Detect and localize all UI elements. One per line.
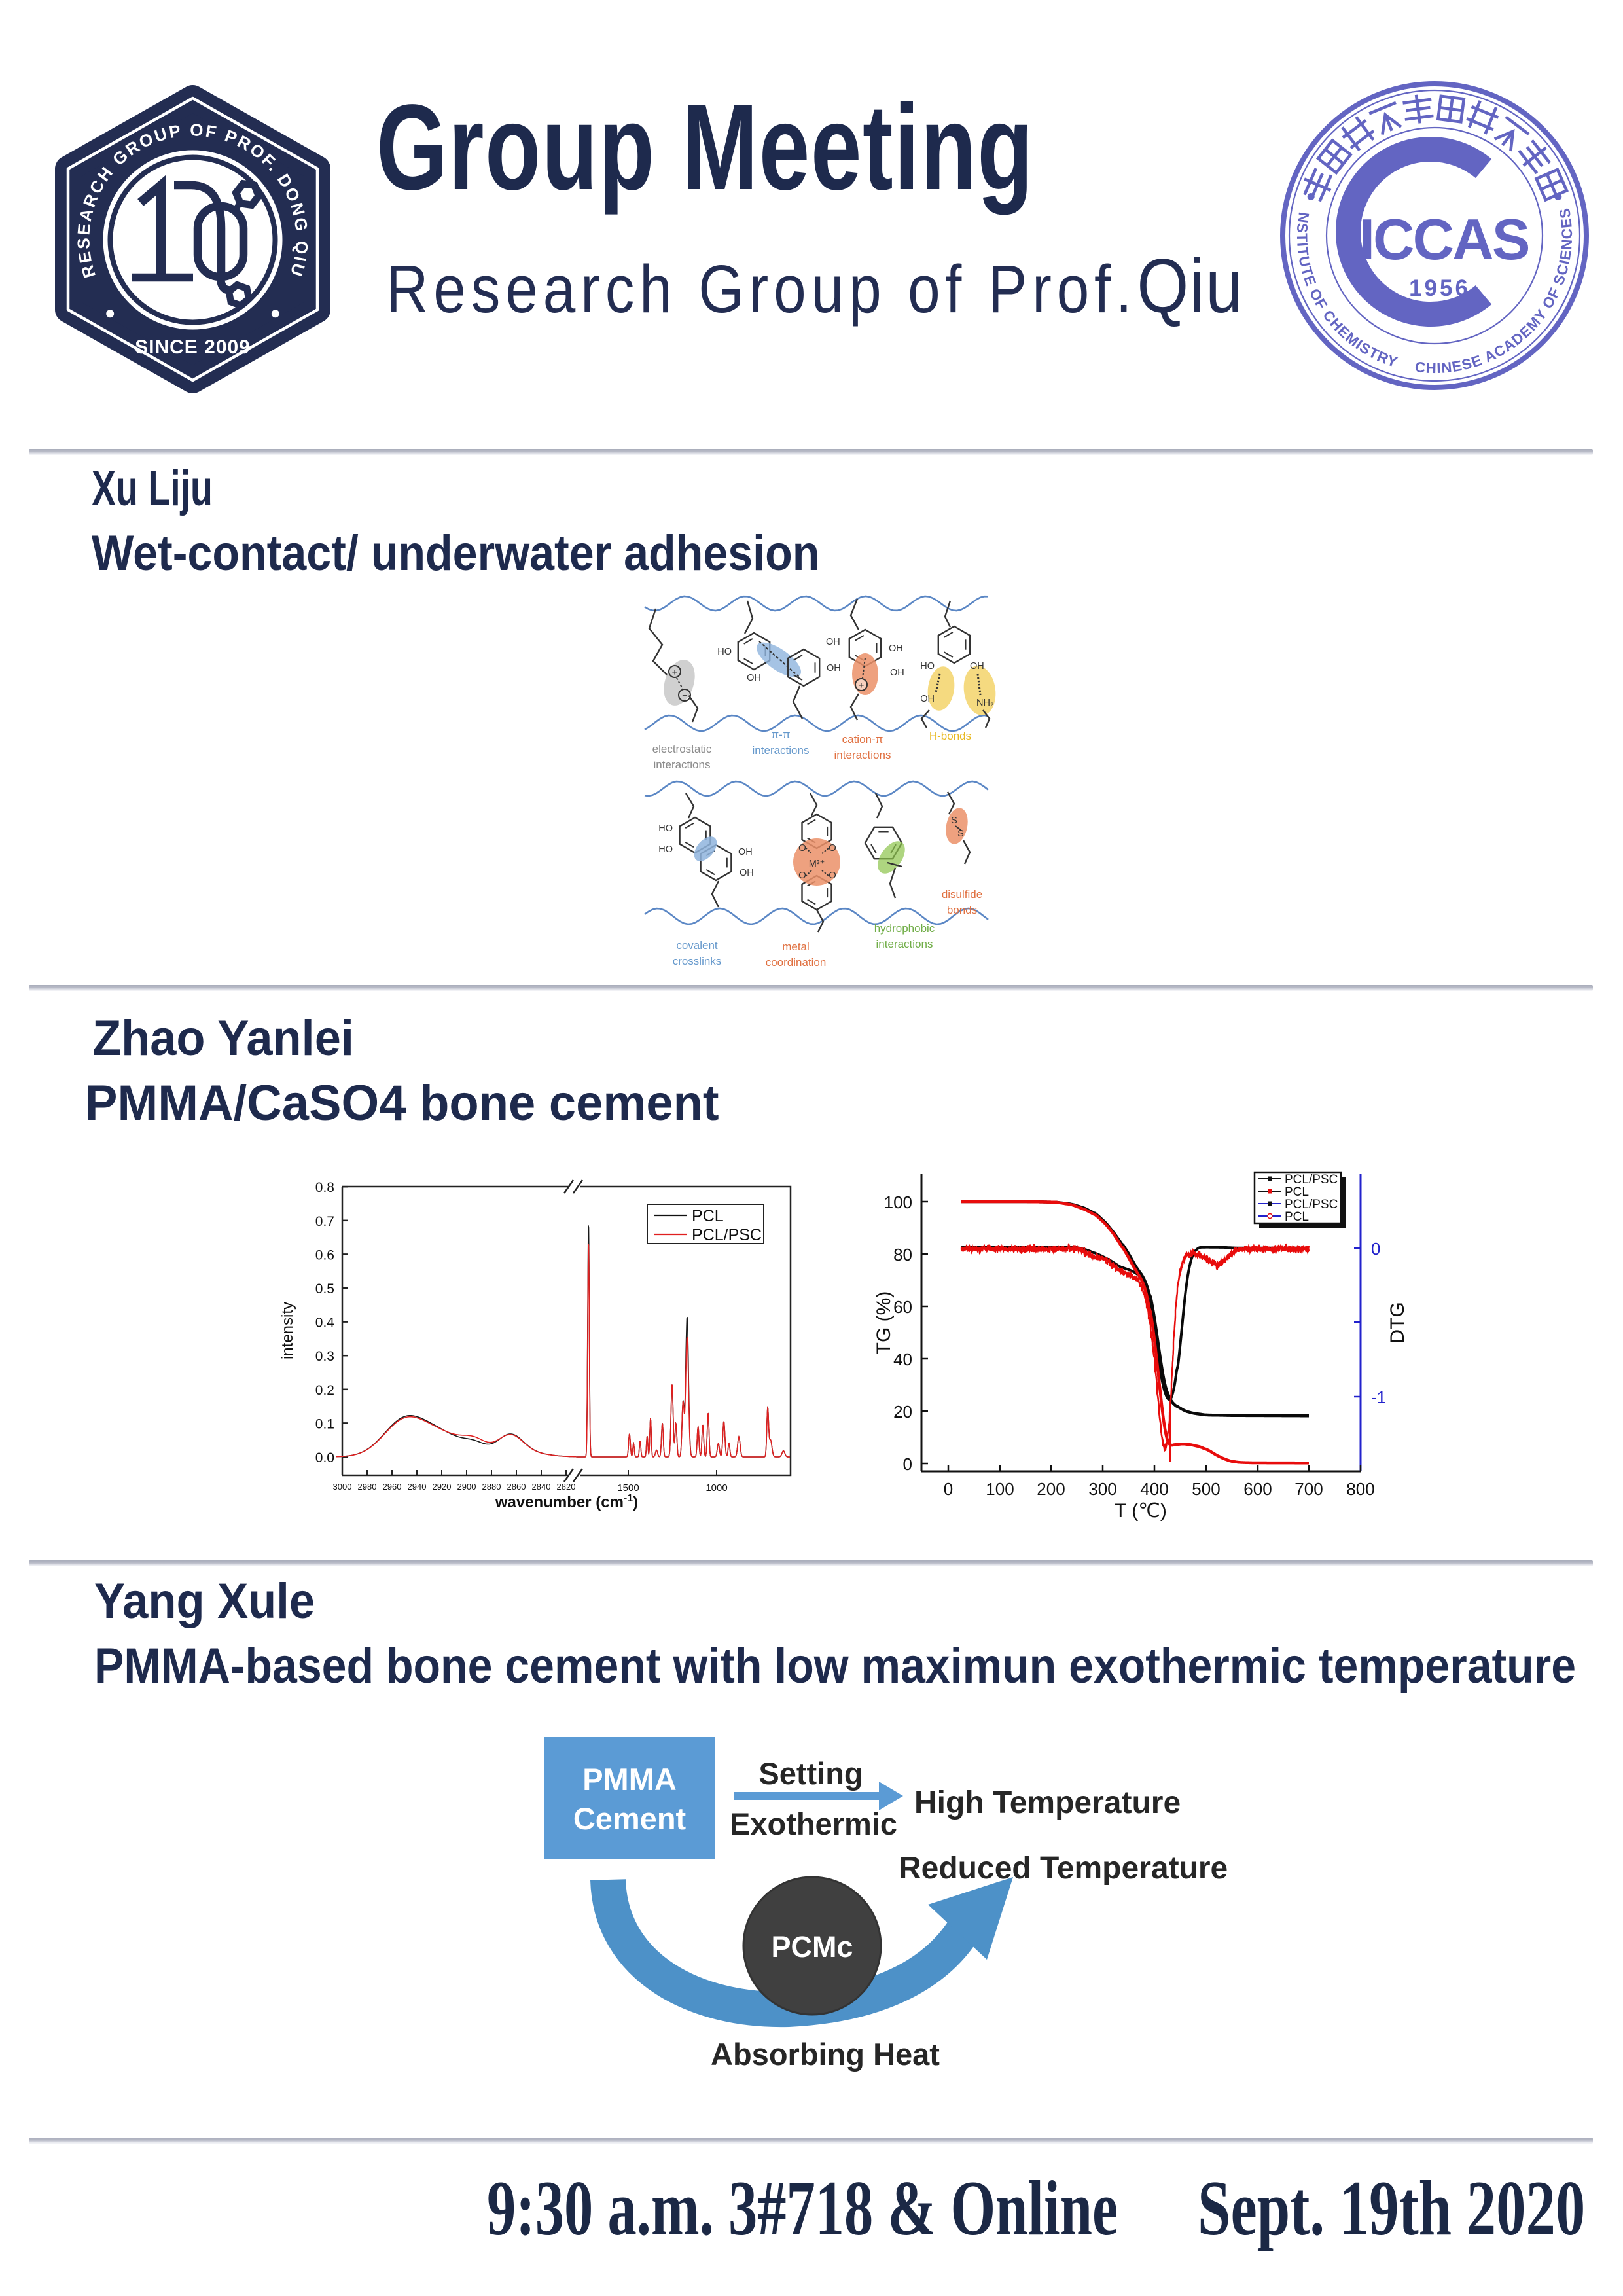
svg-text:Reduced Temperature: Reduced Temperature bbox=[899, 1851, 1228, 1886]
svg-text:TG (%): TG (%) bbox=[873, 1291, 895, 1355]
svg-text:HO: HO bbox=[658, 844, 673, 855]
svg-text:0.1: 0.1 bbox=[315, 1416, 334, 1431]
svg-text:O: O bbox=[798, 870, 806, 881]
svg-text:H-bonds: H-bonds bbox=[929, 730, 971, 742]
svg-text:2920: 2920 bbox=[433, 1482, 452, 1492]
svg-text:400: 400 bbox=[1140, 1479, 1168, 1499]
svg-text:2940: 2940 bbox=[408, 1482, 427, 1492]
svg-text:metal: metal bbox=[782, 941, 810, 953]
svg-text:T (℃): T (℃) bbox=[1115, 1500, 1167, 1522]
svg-text:80: 80 bbox=[893, 1245, 912, 1265]
svg-text:cation-π: cation-π bbox=[842, 733, 883, 745]
svg-text:+: + bbox=[672, 667, 678, 678]
svg-text:Setting: Setting bbox=[758, 1756, 863, 1791]
svg-text:ICCAS: ICCAS bbox=[1359, 207, 1529, 272]
svg-text:2840: 2840 bbox=[532, 1482, 551, 1492]
svg-text:0: 0 bbox=[903, 1454, 912, 1474]
svg-text:interactions: interactions bbox=[834, 749, 891, 761]
svg-text:O: O bbox=[829, 842, 836, 853]
svg-text:interactions: interactions bbox=[654, 759, 711, 771]
svg-text:0.0: 0.0 bbox=[315, 1450, 334, 1465]
svg-text:200: 200 bbox=[1037, 1479, 1065, 1499]
svg-text:DTG: DTG bbox=[1387, 1302, 1408, 1343]
svg-text:100: 100 bbox=[884, 1193, 912, 1212]
svg-text:PMMA: PMMA bbox=[582, 1762, 677, 1797]
svg-text:0.8: 0.8 bbox=[315, 1180, 334, 1195]
svg-text:700: 700 bbox=[1294, 1479, 1323, 1499]
svg-text:1956: 1956 bbox=[1409, 276, 1471, 301]
svg-text:Absorbing Heat: Absorbing Heat bbox=[711, 2037, 940, 2072]
svg-text:2960: 2960 bbox=[383, 1482, 402, 1492]
svg-text:coordination: coordination bbox=[766, 956, 827, 969]
svg-text:0.6: 0.6 bbox=[315, 1247, 334, 1263]
svg-text:O: O bbox=[798, 842, 806, 853]
svg-text:1000: 1000 bbox=[705, 1482, 727, 1494]
svg-text:OH: OH bbox=[826, 637, 840, 647]
svg-text:100: 100 bbox=[986, 1479, 1014, 1499]
svg-text:SINCE 2009: SINCE 2009 bbox=[135, 336, 251, 358]
svg-text:OH: OH bbox=[740, 868, 754, 878]
svg-text:3000: 3000 bbox=[333, 1482, 352, 1492]
svg-text:+: + bbox=[859, 680, 865, 691]
svg-text:interactions: interactions bbox=[876, 938, 933, 950]
svg-text:0.7: 0.7 bbox=[315, 1214, 334, 1229]
svg-text:PCL/PSC: PCL/PSC bbox=[1285, 1173, 1338, 1187]
svg-text:O: O bbox=[829, 870, 836, 881]
svg-text:2820: 2820 bbox=[557, 1482, 576, 1492]
svg-text:0.4: 0.4 bbox=[315, 1316, 335, 1331]
svg-text:2860: 2860 bbox=[507, 1482, 526, 1492]
svg-text:2980: 2980 bbox=[358, 1482, 377, 1492]
svg-text:NH₂: NH₂ bbox=[976, 698, 994, 708]
svg-text:0.3: 0.3 bbox=[315, 1349, 334, 1364]
svg-text:HO: HO bbox=[658, 823, 673, 834]
svg-text:interactions: interactions bbox=[753, 744, 810, 757]
svg-text:0.5: 0.5 bbox=[315, 1282, 334, 1297]
svg-text:OH: OH bbox=[827, 663, 841, 673]
svg-text:PCL: PCL bbox=[1285, 1210, 1309, 1224]
svg-text:PCL/PSC: PCL/PSC bbox=[1285, 1198, 1338, 1211]
svg-text:crosslinks: crosslinks bbox=[673, 955, 722, 967]
svg-text:PCL/PSC: PCL/PSC bbox=[692, 1226, 762, 1244]
svg-text:M³⁺: M³⁺ bbox=[809, 859, 825, 869]
svg-text:S: S bbox=[957, 829, 964, 839]
svg-text:High Temperature: High Temperature bbox=[914, 1785, 1181, 1820]
svg-text:OH: OH bbox=[920, 694, 935, 704]
svg-text:S: S bbox=[951, 816, 957, 826]
svg-text:OH: OH bbox=[747, 673, 761, 683]
svg-text:bonds: bonds bbox=[947, 904, 977, 916]
svg-text:PCL: PCL bbox=[692, 1207, 724, 1225]
svg-text:40: 40 bbox=[893, 1350, 912, 1369]
svg-text:60: 60 bbox=[893, 1297, 912, 1317]
svg-text:wavenumber (cm-1): wavenumber (cm-1) bbox=[495, 1493, 638, 1511]
svg-text:intensity: intensity bbox=[279, 1302, 296, 1359]
svg-text:600: 600 bbox=[1243, 1479, 1272, 1499]
svg-text:2880: 2880 bbox=[482, 1482, 501, 1492]
svg-text:OH: OH bbox=[738, 847, 753, 857]
svg-text:0.2: 0.2 bbox=[315, 1383, 334, 1398]
svg-text:Exothermic: Exothermic bbox=[730, 1806, 897, 1841]
svg-text:OH: OH bbox=[890, 668, 904, 678]
svg-text:Cement: Cement bbox=[573, 1801, 687, 1836]
svg-text:covalent: covalent bbox=[676, 939, 718, 952]
svg-text:PCL: PCL bbox=[1285, 1185, 1309, 1199]
svg-text:-1: -1 bbox=[1371, 1388, 1386, 1407]
svg-text:1500: 1500 bbox=[617, 1482, 639, 1494]
svg-text:500: 500 bbox=[1192, 1479, 1220, 1499]
svg-text:OH: OH bbox=[889, 643, 903, 654]
svg-text:PCMc: PCMc bbox=[771, 1930, 853, 1964]
svg-text:disulfide: disulfide bbox=[942, 888, 982, 901]
svg-text:π-π: π-π bbox=[771, 728, 790, 741]
svg-text:0: 0 bbox=[1371, 1239, 1380, 1259]
svg-text:0: 0 bbox=[944, 1479, 953, 1499]
svg-text:20: 20 bbox=[893, 1402, 912, 1422]
svg-text:OH: OH bbox=[970, 661, 984, 672]
svg-text:300: 300 bbox=[1088, 1479, 1116, 1499]
svg-text:HO: HO bbox=[717, 647, 732, 657]
svg-text:HO: HO bbox=[920, 661, 935, 672]
svg-text:800: 800 bbox=[1346, 1479, 1374, 1499]
svg-text:−: − bbox=[682, 691, 687, 700]
svg-text:electrostatic: electrostatic bbox=[652, 743, 712, 755]
svg-text:2900: 2900 bbox=[457, 1482, 476, 1492]
svg-text:hydrophobic: hydrophobic bbox=[874, 922, 935, 935]
